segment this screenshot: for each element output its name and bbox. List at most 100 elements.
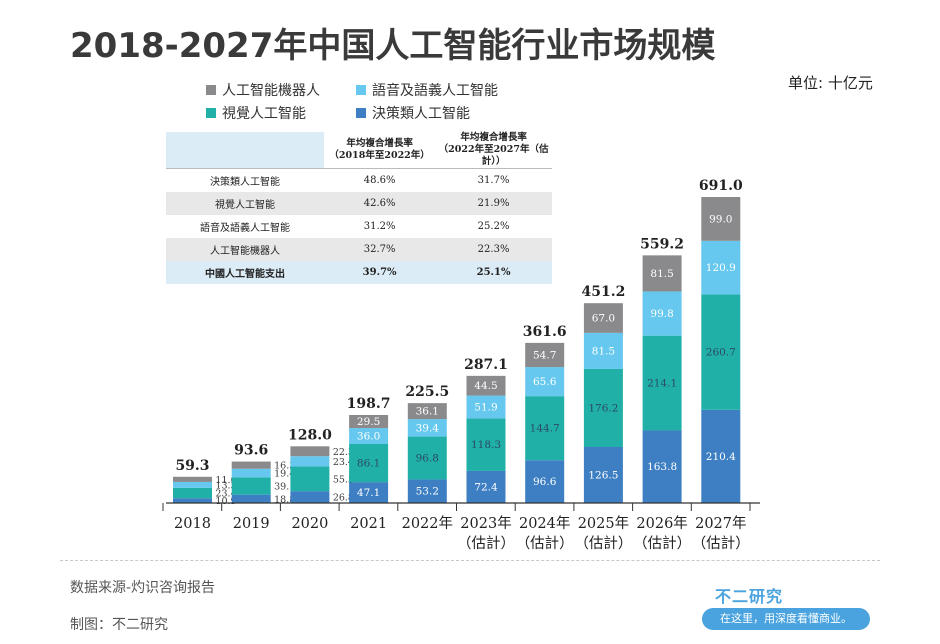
bar-segment <box>173 487 212 499</box>
table-cell-cagr-b: 25.1% <box>435 261 552 284</box>
bar-segment <box>525 367 565 397</box>
data-label: 10.9 <box>215 496 236 507</box>
legend-label-vision: 視覺人工智能 <box>222 106 306 122</box>
data-label: 23.4 <box>333 457 354 468</box>
bar-segment <box>525 342 565 368</box>
table-row: 語音及語義人工智能 31.2% 25.2% <box>166 215 552 238</box>
bar-total-label: 287.1 <box>464 357 508 373</box>
category-label: 2019 <box>233 516 270 532</box>
data-label: 210.4 <box>706 451 736 463</box>
category-label: 2026年 <box>636 515 687 532</box>
table-cell-cagr-b: 22.3% <box>435 238 552 261</box>
table-row-label: 視覺人工智能 <box>166 192 325 215</box>
data-label: 36.1 <box>416 406 439 418</box>
data-label: 96.8 <box>416 453 439 465</box>
bar-segment <box>642 335 682 431</box>
legend-swatch-vision <box>206 108 216 118</box>
data-label: 44.5 <box>474 380 497 392</box>
bar-segment <box>701 197 741 241</box>
data-label: 26.8 <box>333 493 354 504</box>
data-label: 54.7 <box>533 349 556 361</box>
category-label: （估計） <box>633 535 691 552</box>
data-label: 72.4 <box>474 481 498 493</box>
brand-logo-text: 不二研究 <box>715 587 784 606</box>
source-note: 数据来源-灼识咨询报告 <box>70 580 216 596</box>
bar-segment <box>642 255 682 292</box>
category-label: （估計） <box>516 535 574 552</box>
bar-segment <box>290 491 330 503</box>
legend-label-decision: 決策類人工智能 <box>372 106 470 122</box>
table-cell-cagr-a: 39.7% <box>324 261 436 284</box>
bar-segment <box>525 460 565 503</box>
bar-segment <box>701 294 741 410</box>
data-label: 16.3 <box>274 461 295 472</box>
bar-segment <box>525 396 565 461</box>
data-label: 81.5 <box>650 268 673 280</box>
bar-segment <box>349 482 389 503</box>
data-label: 214.1 <box>647 378 677 390</box>
data-label: 23.4 <box>215 488 236 499</box>
bar-segment <box>231 477 271 495</box>
data-label: 36.0 <box>357 431 380 443</box>
table-row-label: 決策類人工智能 <box>210 177 281 188</box>
bar-segment <box>407 403 447 420</box>
divider <box>60 560 880 561</box>
data-label: 53.2 <box>416 486 439 498</box>
data-label: 96.6 <box>533 476 557 488</box>
legend-item-speech: 語音及語義人工智能 <box>356 80 498 100</box>
bar-segment <box>466 395 506 419</box>
data-label: 55.5 <box>333 474 354 485</box>
category-label: 2023年 <box>460 515 511 532</box>
bar-segment <box>407 436 447 480</box>
legend-swatch-robot <box>206 85 216 95</box>
category-label: 2027年 <box>695 515 746 532</box>
data-label: 144.7 <box>530 423 560 435</box>
data-label: 163.8 <box>647 461 677 473</box>
data-label: 22.3 <box>333 447 354 458</box>
bar-segment <box>701 240 741 295</box>
category-label: （估計） <box>574 535 632 552</box>
data-label: 11.6 <box>215 475 236 486</box>
legend-label-robot: 人工智能機器人 <box>222 83 320 99</box>
category-label: （估計） <box>457 535 515 552</box>
bar-total-label: 59.3 <box>175 458 209 474</box>
table-cell-cagr-b: 31.7% <box>477 175 510 186</box>
bar-segment <box>231 494 271 503</box>
data-label: 99.0 <box>709 213 732 225</box>
bar-segment <box>407 419 447 437</box>
table-header-blank <box>166 132 325 169</box>
table-row: 視覺人工智能 42.6% 21.9% <box>166 192 552 215</box>
bar-segment <box>701 409 741 503</box>
bar-total-label: 128.0 <box>288 427 332 443</box>
table-cell-cagr-a: 42.6% <box>324 192 436 215</box>
data-label: 260.7 <box>706 347 736 359</box>
data-label: 51.9 <box>474 402 497 414</box>
bar-segment <box>407 479 447 503</box>
category-label: 2020 <box>291 516 328 532</box>
category-label: （估計） <box>692 535 750 552</box>
data-label: 19.4 <box>274 469 295 480</box>
data-label: 39.1 <box>274 482 295 493</box>
bar-segment <box>583 303 623 333</box>
data-label: 81.5 <box>592 345 615 357</box>
bar-total-label: 361.6 <box>523 324 567 340</box>
bar-segment <box>231 468 271 478</box>
category-label: 2018 <box>174 516 211 532</box>
legend-item-robot: 人工智能機器人 <box>206 80 320 100</box>
data-label: 86.1 <box>357 458 380 470</box>
data-label: 120.9 <box>706 262 736 274</box>
category-label: 2022年 <box>402 515 453 532</box>
table-cell-cagr-a: 48.6% <box>363 175 396 186</box>
legend-label-speech: 語音及語義人工智能 <box>372 83 498 99</box>
bar-total-label: 451.2 <box>581 284 625 300</box>
data-label: 126.5 <box>588 469 618 481</box>
bar-segment <box>290 456 330 467</box>
bar-segment <box>173 476 212 482</box>
bar-segment <box>349 444 389 483</box>
bar-segment <box>466 375 506 396</box>
bar-total-label: 691.0 <box>699 178 743 194</box>
maker-note: 制图：不二研究 <box>70 617 168 633</box>
table-row: 人工智能機器人 32.7% 22.3% <box>166 238 552 261</box>
growth-rate-table: 年均複合增長率 （2018年至2022年） 年均複合增長率 （2022年至202… <box>166 132 552 284</box>
bar-total-label: 198.7 <box>347 396 391 412</box>
